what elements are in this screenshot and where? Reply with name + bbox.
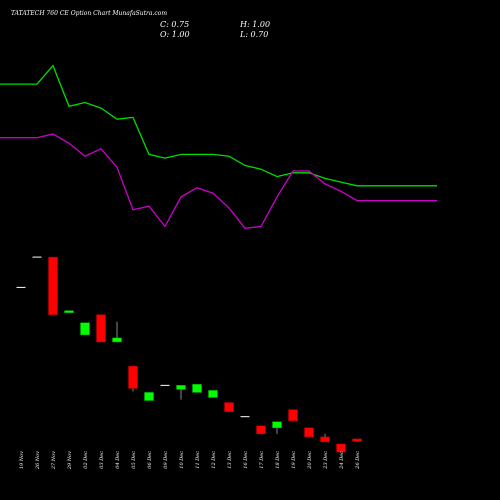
candle bbox=[112, 321, 122, 343]
candle bbox=[320, 433, 330, 443]
candle-body bbox=[256, 425, 266, 435]
candle bbox=[208, 390, 218, 398]
candle bbox=[304, 427, 314, 438]
candle-body bbox=[192, 384, 202, 393]
date-tick-label: 02 Dec bbox=[83, 451, 89, 469]
open-value: O: 1.00 bbox=[160, 30, 190, 39]
close-value: C: 0.75 bbox=[160, 20, 190, 29]
candle-body bbox=[352, 438, 362, 442]
date-tick-label: 27 Nov bbox=[51, 451, 57, 470]
date-tick-label: 19 Dec bbox=[291, 451, 297, 469]
candle-body bbox=[128, 365, 138, 389]
high-value: H: 1.00 bbox=[240, 20, 271, 29]
candle-body bbox=[96, 314, 106, 343]
low-value: L: 0.70 bbox=[240, 30, 269, 39]
lower-line-series bbox=[0, 133, 437, 229]
candle-body bbox=[272, 421, 282, 429]
candle bbox=[64, 310, 74, 313]
date-tick-label: 29 Nov bbox=[67, 451, 73, 470]
date-tick-label: 20 Dec bbox=[307, 451, 313, 470]
date-tick-label: 09 Dec bbox=[163, 451, 169, 469]
date-tick-label: 04 Dec bbox=[115, 451, 121, 469]
date-tick-label: 06 Dec bbox=[147, 451, 153, 469]
candle bbox=[192, 384, 202, 393]
candle bbox=[96, 314, 106, 343]
candle bbox=[48, 256, 58, 315]
date-tick-label: 11 Dec bbox=[195, 451, 201, 469]
candle-body bbox=[64, 310, 74, 313]
candle-body bbox=[288, 409, 298, 421]
candle-body bbox=[336, 443, 346, 453]
candle bbox=[256, 425, 266, 435]
candle-body bbox=[176, 385, 186, 390]
candle-body bbox=[320, 436, 330, 443]
candle-body bbox=[80, 322, 90, 336]
date-tick-label: 23 Dec bbox=[323, 451, 329, 470]
candle-body bbox=[48, 256, 58, 315]
candle bbox=[336, 443, 346, 453]
date-tick-label: 26 Dec bbox=[355, 451, 361, 470]
candle bbox=[80, 322, 90, 336]
candle bbox=[144, 392, 154, 401]
candle-body bbox=[208, 390, 218, 398]
date-tick-label: 19 Nov bbox=[19, 451, 25, 469]
candle bbox=[272, 421, 282, 434]
date-tick-label: 26 Nov bbox=[35, 451, 41, 470]
candle-body bbox=[224, 402, 234, 412]
chart-title: TATATECH 760 CE Option Chart MunafaSutra… bbox=[11, 10, 168, 17]
date-tick-label: 13 Dec bbox=[227, 451, 233, 469]
candle bbox=[176, 385, 186, 400]
date-tick-label: 03 Dec bbox=[99, 451, 105, 469]
date-tick-label: 18 Dec bbox=[275, 451, 281, 469]
date-tick-label: 17 Dec bbox=[259, 451, 265, 469]
candle-body bbox=[144, 392, 154, 401]
candle bbox=[288, 409, 298, 421]
candle bbox=[352, 438, 362, 442]
date-tick-label: 12 Dec bbox=[211, 451, 217, 469]
candle-body bbox=[304, 427, 314, 438]
upper-line-series bbox=[0, 64, 437, 187]
candle-body bbox=[112, 337, 122, 343]
candle bbox=[128, 365, 138, 392]
date-tick-label: 24 Dec bbox=[339, 451, 345, 470]
date-tick-label: 05 Dec bbox=[131, 451, 137, 469]
date-tick-label: 16 Dec bbox=[243, 451, 249, 469]
candle bbox=[224, 402, 234, 412]
date-tick-label: 10 Dec bbox=[179, 451, 185, 469]
